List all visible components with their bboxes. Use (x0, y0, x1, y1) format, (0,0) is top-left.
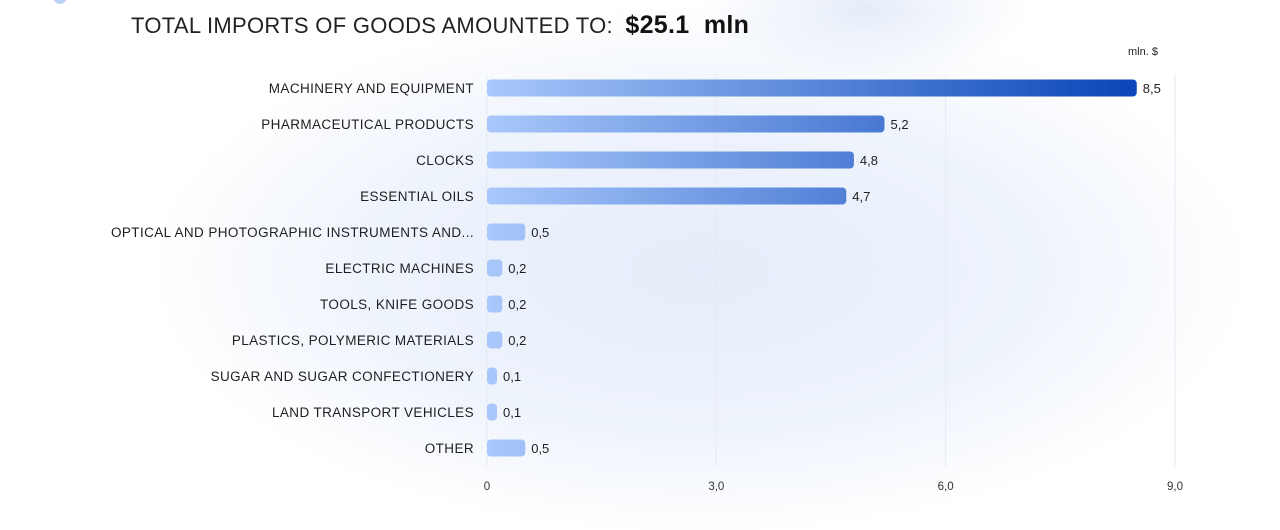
category-label: SUGAR AND SUGAR CONFECTIONERY (211, 369, 474, 384)
bar (487, 187, 847, 205)
category-label: ESSENTIAL OILS (360, 189, 474, 204)
data-label: 0,1 (503, 369, 521, 384)
category-label: MACHINERY AND EQUIPMENT (269, 81, 474, 96)
bar (487, 367, 497, 385)
data-label: 0,2 (508, 261, 526, 276)
category-label: CLOCKS (416, 153, 474, 168)
data-label: 8,5 (1143, 81, 1161, 96)
bars (487, 79, 1137, 457)
data-label: 0,2 (508, 297, 526, 312)
bar (487, 331, 503, 349)
data-label: 5,2 (891, 117, 909, 132)
bar (487, 295, 503, 313)
bar (487, 223, 526, 241)
bar (487, 115, 885, 133)
data-label: 4,7 (852, 189, 870, 204)
headline-unit: mln (703, 11, 750, 39)
headline-amount: $25.1 (625, 11, 690, 39)
bar (487, 151, 854, 169)
x-axis-ticks: 0 3,0 6,0 9,0 (484, 481, 1183, 493)
data-label: 0,2 (508, 333, 526, 348)
data-label: 4,8 (860, 153, 878, 168)
category-label: ELECTRIC MACHINES (325, 261, 474, 276)
bar (487, 403, 497, 421)
axis-unit-label: mln. $ (1128, 46, 1158, 58)
data-label: 0,1 (503, 405, 521, 420)
bar (487, 259, 503, 277)
category-label: OPTICAL AND PHOTOGRAPHIC INSTRUMENTS AND… (111, 225, 474, 240)
data-label: 0,5 (531, 441, 549, 456)
bar-chart: MACHINERY AND EQUIPMENT PHARMACEUTICAL PR… (111, 74, 1183, 493)
x-tick-label: 9,0 (1167, 481, 1183, 493)
category-label: PHARMACEUTICAL PRODUCTS (261, 117, 474, 132)
data-label: 0,5 (531, 225, 549, 240)
chart-headline: TOTAL IMPORTS OF GOODS AMOUNTED TO: $25.… (131, 10, 749, 41)
category-label: PLASTICS, POLYMERIC MATERIALS (232, 333, 474, 348)
x-tick-label: 3,0 (708, 481, 724, 493)
category-label: TOOLS, KNIFE GOODS (320, 297, 474, 312)
value-labels: 8,5 5,2 4,8 4,7 0,5 0,2 0,2 0,2 0,1 0,1 0,5 (503, 81, 1161, 456)
bar (487, 79, 1137, 97)
category-label: LAND TRANSPORT VEHICLES (272, 405, 474, 420)
bar (487, 439, 526, 457)
grid-lines (486, 74, 1176, 466)
x-tick-label: 6,0 (938, 481, 954, 493)
category-labels: MACHINERY AND EQUIPMENT PHARMACEUTICAL PR… (111, 81, 474, 456)
logo-fragment-icon (54, 0, 66, 4)
category-label: OTHER (425, 441, 474, 456)
headline-lead: TOTAL IMPORTS OF GOODS AMOUNTED TO: (131, 13, 613, 38)
x-tick-label: 0 (484, 481, 490, 493)
